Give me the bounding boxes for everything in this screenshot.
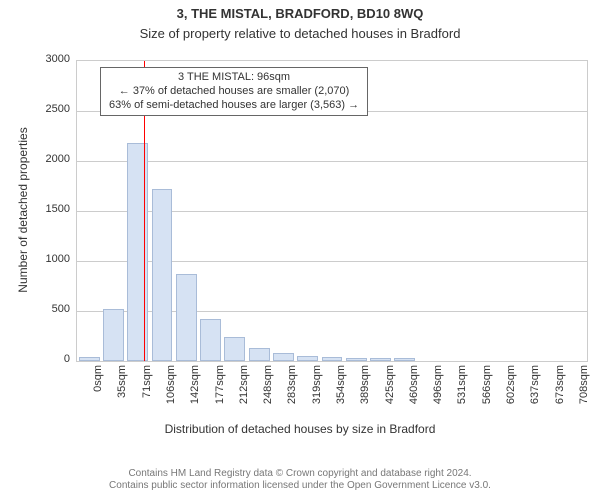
x-tick-label: 212sqm — [238, 365, 250, 417]
x-tick-label: 106sqm — [165, 365, 177, 417]
histogram-bar — [346, 358, 367, 362]
histogram-bar — [103, 309, 124, 361]
y-tick-label: 1500 — [20, 203, 70, 215]
histogram-bar — [394, 358, 415, 361]
y-tick-label: 1000 — [20, 253, 70, 265]
y-tick-label: 3000 — [20, 53, 70, 65]
y-tick-label: 500 — [20, 303, 70, 315]
x-tick-label: 283sqm — [286, 365, 298, 417]
chart-footer-attribution: Contains HM Land Registry data © Crown c… — [0, 468, 600, 492]
x-tick-label: 460sqm — [408, 365, 420, 417]
footer-line: Contains HM Land Registry data © Crown c… — [0, 468, 600, 480]
histogram-bar — [370, 358, 391, 361]
y-tick-label: 2500 — [20, 103, 70, 115]
x-tick-label: 354sqm — [335, 365, 347, 417]
y-tick-label: 0 — [20, 353, 70, 365]
x-tick-label: 531sqm — [456, 365, 468, 417]
x-tick-label: 708sqm — [578, 365, 590, 417]
histogram-bar — [224, 337, 245, 361]
x-tick-label: 35sqm — [116, 365, 128, 417]
histogram-bar — [200, 319, 221, 361]
x-tick-label: 0sqm — [92, 365, 104, 417]
x-tick-label: 142sqm — [189, 365, 201, 417]
x-tick-label: 389sqm — [359, 365, 371, 417]
annotation-line: 3 THE MISTAL: 96sqm — [109, 71, 359, 85]
x-tick-label: 177sqm — [214, 365, 226, 417]
chart-container: { "chart": { "type": "histogram", "title… — [0, 0, 600, 500]
footer-line: Contains public sector information licen… — [0, 480, 600, 492]
x-axis-label: Distribution of detached houses by size … — [0, 422, 600, 436]
histogram-bar — [176, 274, 197, 361]
histogram-bar — [249, 348, 270, 361]
histogram-bar — [152, 189, 173, 361]
chart-annotation-box: 3 THE MISTAL: 96sqm← 37% of detached hou… — [100, 67, 368, 116]
x-tick-label: 496sqm — [432, 365, 444, 417]
gridline — [77, 161, 587, 162]
histogram-bar — [127, 143, 148, 361]
y-tick-label: 2000 — [20, 153, 70, 165]
histogram-bar — [297, 356, 318, 362]
chart-title: 3, THE MISTAL, BRADFORD, BD10 8WQ — [0, 6, 600, 21]
x-tick-label: 602sqm — [505, 365, 517, 417]
x-tick-label: 566sqm — [481, 365, 493, 417]
histogram-bar — [322, 357, 343, 361]
histogram-bar — [273, 353, 294, 361]
chart-subtitle: Size of property relative to detached ho… — [0, 26, 600, 41]
x-tick-label: 637sqm — [529, 365, 541, 417]
x-tick-label: 425sqm — [384, 365, 396, 417]
annotation-line: 63% of semi-detached houses are larger (… — [109, 99, 359, 113]
annotation-line: ← 37% of detached houses are smaller (2,… — [109, 85, 359, 99]
x-tick-label: 319sqm — [311, 365, 323, 417]
x-tick-label: 248sqm — [262, 365, 274, 417]
x-tick-label: 71sqm — [141, 365, 153, 417]
x-tick-label: 673sqm — [554, 365, 566, 417]
histogram-bar — [79, 357, 100, 361]
